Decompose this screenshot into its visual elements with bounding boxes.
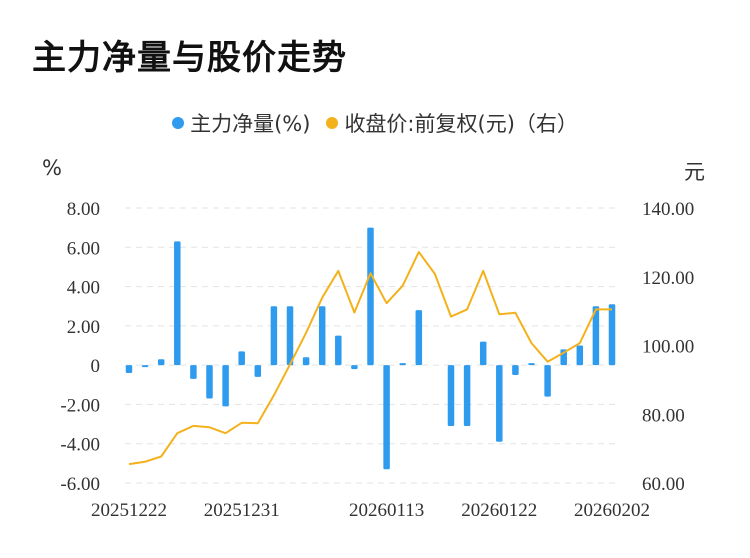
price-line[interactable] [128,251,612,466]
y-right-tick-label: 100.00 [642,337,694,358]
legend-bar-label: 主力净量(%) [190,112,311,136]
bar-mark[interactable] [174,241,181,366]
bar-mark[interactable] [157,359,165,366]
y-right-tick-label: 80.00 [642,405,685,426]
bar-mark[interactable] [496,365,503,442]
bar-mark[interactable] [528,363,535,366]
x-tick-label: 20260202 [574,500,650,521]
x-tick-label: 20251231 [204,500,280,521]
left-axis-ticks: 8.00 6.00 4.00 2.00 0 -2.00 -4.00 -6.00 [60,199,100,495]
bar-mark[interactable] [399,363,406,366]
bar-mark[interactable] [463,365,471,427]
x-axis-ticks: 20251222 20251231 20260113 20260122 20260202 [91,500,650,521]
bar-mark[interactable] [367,227,374,366]
bar-mark[interactable] [351,365,358,370]
bar-mark[interactable] [335,335,342,366]
legend-line-swatch [326,117,339,129]
line-series [128,251,612,466]
bar-mark[interactable] [415,310,423,366]
bar-mark[interactable] [206,365,213,399]
bar-mark[interactable] [190,365,197,379]
legend-line-label: 收盘价:前复权(元)（右） [344,112,578,136]
bar-mark[interactable] [125,365,133,373]
y-left-tick-label: -2.00 [60,395,100,416]
bar-mark[interactable] [608,304,616,366]
bar-mark[interactable] [286,306,294,366]
bar-series [125,227,616,470]
right-axis-unit: 元 [684,160,705,184]
legend-item-bar[interactable]: 主力净量(%) [172,108,310,138]
bar-mark[interactable] [238,351,245,366]
bar-mark[interactable] [592,306,600,366]
bar-mark[interactable] [512,365,519,375]
y-right-tick-label: 60.00 [642,474,685,495]
bar-mark[interactable] [254,365,262,377]
x-tick-label: 20251222 [91,500,167,521]
x-tick-label: 20260113 [349,500,424,521]
y-left-tick-label: -6.00 [60,474,100,495]
bar-mark[interactable] [141,365,149,368]
bar-mark[interactable] [447,365,455,427]
y-right-tick-label: 120.00 [642,268,694,289]
bar-mark[interactable] [318,306,326,366]
legend-item-line[interactable]: 收盘价:前复权(元)（右） [326,108,578,138]
y-left-tick-label: 0 [91,356,101,377]
y-left-tick-label: 4.00 [67,278,100,299]
chart-title: 主力净量与股价走势 [32,38,347,78]
right-axis-ticks: 140.00 120.00 100.00 80.00 60.00 [642,199,694,495]
bar-mark[interactable] [302,357,310,366]
bar-mark[interactable] [222,365,229,407]
bar-mark[interactable] [270,306,278,366]
left-axis-unit: % [42,156,62,180]
bar-mark[interactable] [383,365,390,470]
y-left-tick-label: 8.00 [67,199,100,220]
legend: 主力净量(%) 收盘价:前复权(元)（右） [0,108,750,138]
x-tick-label: 20260122 [461,500,537,521]
y-left-tick-label: 6.00 [67,238,100,259]
legend-bar-swatch [172,117,185,129]
y-left-tick-label: 2.00 [67,317,100,338]
bar-mark[interactable] [576,345,584,366]
y-right-tick-label: 140.00 [642,199,694,220]
bar-mark[interactable] [544,365,551,397]
bar-mark[interactable] [479,341,487,366]
y-left-tick-label: -4.00 [60,435,100,456]
